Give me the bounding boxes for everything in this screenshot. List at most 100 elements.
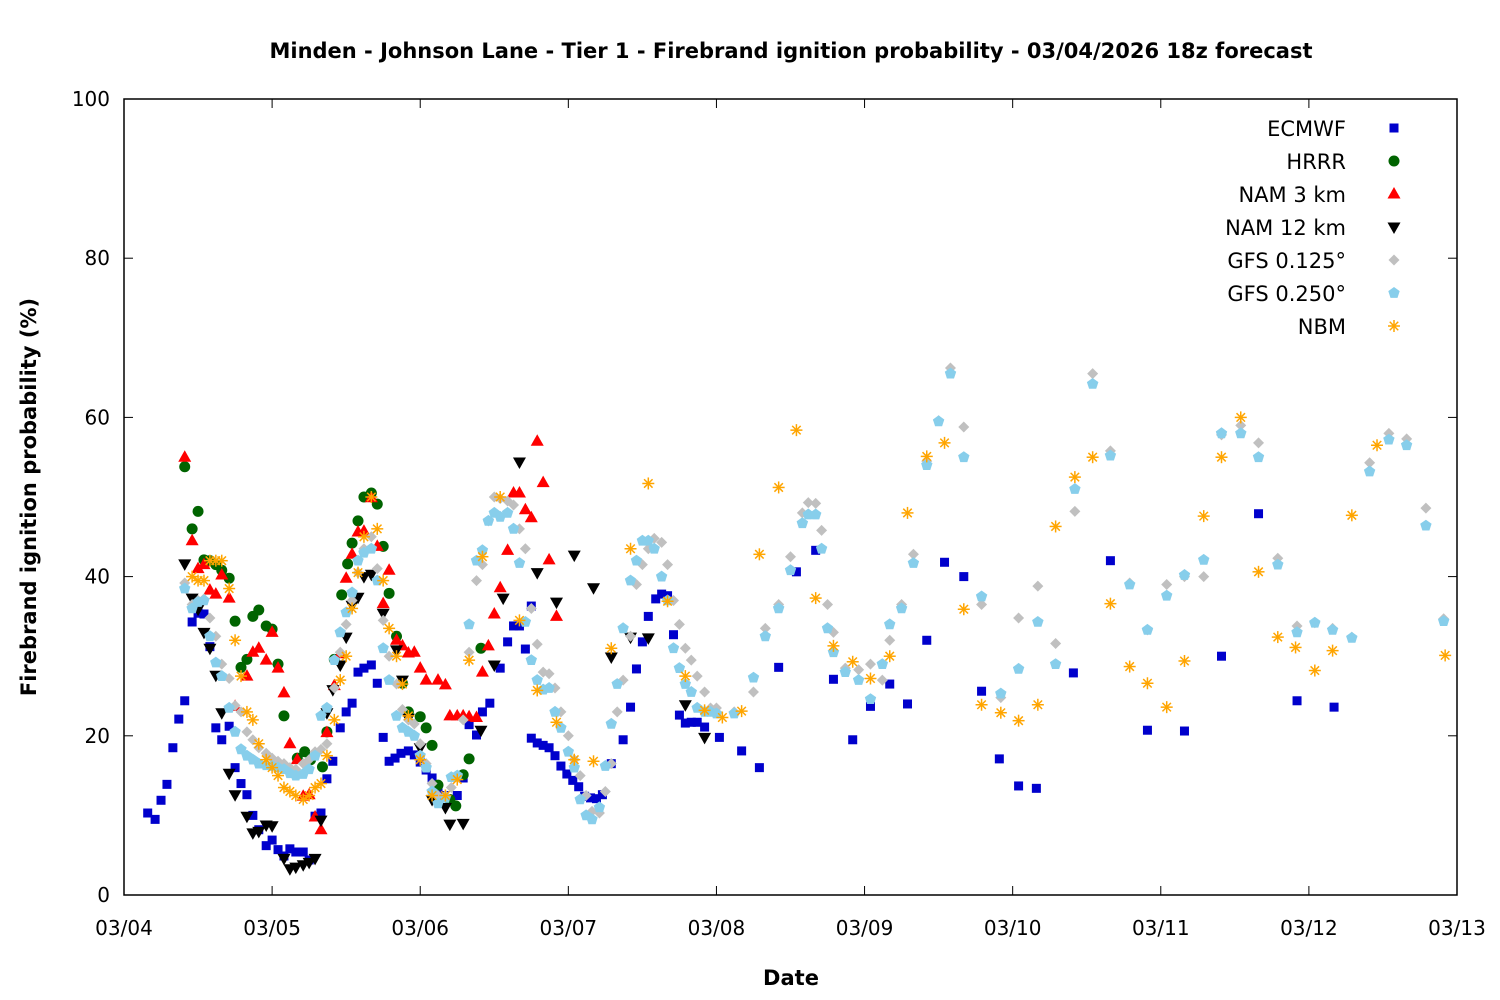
gfs-0-250-point (235, 743, 247, 755)
nbm-point (975, 698, 988, 711)
nam-12-km-point (178, 559, 192, 571)
gfs-0-125-point (802, 497, 814, 509)
x-tick-label: 03/07 (540, 916, 598, 940)
gfs-0-125-point (340, 618, 352, 630)
nbm-point (772, 481, 785, 494)
gfs-0-125-point (907, 548, 919, 560)
gfs-0-125-point (699, 686, 711, 698)
gfs-0-250-point (476, 544, 489, 556)
ecmwf-point (674, 710, 684, 720)
nbm-point (402, 709, 415, 722)
ecmwf-point (562, 769, 572, 779)
nbm-point (716, 711, 729, 724)
gfs-0-250-point (1198, 553, 1210, 565)
nam-3-km-point (530, 434, 544, 446)
hrrr-point (352, 515, 364, 527)
nbm-point (1086, 451, 1099, 464)
gfs-0-250-point (876, 658, 888, 669)
nbm-point (994, 706, 1007, 719)
nbm-point (1371, 439, 1384, 452)
ecmwf-point (680, 718, 690, 728)
gfs-0-125-point (1198, 571, 1210, 583)
nbm-point (531, 684, 544, 697)
gfs-0-125-point (334, 646, 346, 658)
x-axis-label: Date (763, 966, 819, 990)
nbm-point (642, 477, 655, 490)
series-gfs-0-125 (179, 362, 1450, 819)
nam-3-km-point (542, 552, 556, 565)
ecmwf-point (150, 814, 160, 824)
nbm-point (266, 761, 279, 774)
ecmwf-point (495, 663, 505, 673)
gfs-0-250-point (1141, 623, 1154, 635)
gfs-0-250-point (507, 522, 520, 534)
gfs-0-125-point (625, 630, 637, 642)
gfs-0-250-point (685, 686, 697, 697)
ecmwf-point (396, 748, 406, 758)
ecmwf-point (626, 702, 636, 712)
nam-12-km-point (197, 627, 211, 640)
gfs-0-125-point (383, 650, 395, 662)
y-tick-label: 80 (85, 246, 110, 270)
nbm-point (240, 705, 253, 718)
legend-marker-hrrr (1388, 155, 1400, 167)
ecmwf-point (372, 678, 382, 688)
nam-3-km-point (390, 633, 404, 645)
series-nam-12-km (178, 457, 712, 876)
ecmwf-point (597, 790, 607, 800)
ecmwf-point (1031, 783, 1041, 793)
gfs-0-250-point (223, 701, 235, 713)
ecmwf-point (692, 717, 702, 727)
gfs-0-250-point (864, 693, 877, 704)
y-tick-label: 40 (85, 565, 110, 589)
ecmwf-point (1254, 509, 1264, 519)
gfs-0-250-point (958, 451, 970, 463)
ecmwf-point (574, 782, 584, 792)
gfs-0-250-point (1104, 449, 1117, 461)
gfs-0-250-point (772, 602, 785, 614)
gfs-0-250-point (334, 626, 346, 638)
gfs-0-125-point (1069, 505, 1081, 517)
gfs-0-125-point (1087, 368, 1099, 380)
ecmwf-point (143, 808, 153, 818)
gfs-0-250-point (839, 666, 851, 677)
gfs-0-250-point (1178, 569, 1191, 580)
gfs-0-125-point (822, 598, 834, 610)
x-tick-label: 03/11 (1132, 916, 1190, 940)
nam-3-km-point (413, 661, 427, 673)
gfs-0-125-point (543, 668, 555, 680)
legend-label-nam-3-km: NAM 3 km (1238, 183, 1346, 207)
nbm-point (235, 670, 248, 683)
hrrr-point (463, 753, 475, 765)
x-tick-label: 03/04 (95, 916, 153, 940)
gfs-0-125-point (1364, 457, 1376, 469)
legend-marker-ecmwf (1389, 123, 1399, 133)
gfs-0-250-point (179, 582, 191, 594)
gfs-0-125-point (371, 563, 383, 575)
nbm-point (1252, 565, 1265, 578)
gfs-0-250-point (810, 508, 822, 520)
nbm-point (223, 582, 236, 595)
gfs-0-250-point (303, 763, 315, 775)
gfs-0-250-point (1069, 483, 1081, 494)
nbm-point (846, 655, 859, 668)
series-nbm (186, 411, 1452, 806)
ecmwf-point (848, 735, 858, 745)
gfs-0-250-point (1161, 589, 1173, 601)
nbm-point (864, 672, 877, 685)
gfs-0-250-point (1252, 451, 1265, 463)
ecmwf-point (464, 720, 474, 730)
gfs-0-125-point (519, 543, 531, 555)
legend-label-gfs-0-250: GFS 0.250° (1227, 282, 1346, 306)
x-tick-label: 03/13 (1428, 916, 1486, 940)
gfs-0-250-point (1235, 427, 1247, 439)
nam-3-km-point (470, 710, 484, 722)
nbm-point (1345, 509, 1358, 522)
gfs-0-125-point (321, 738, 333, 750)
hrrr-point (192, 505, 204, 517)
nam-12-km-point (587, 583, 601, 595)
nam-3-km-point (252, 641, 266, 653)
nbm-point (568, 753, 581, 766)
x-tick-label: 03/05 (243, 916, 301, 940)
ecmwf-point (637, 637, 647, 647)
